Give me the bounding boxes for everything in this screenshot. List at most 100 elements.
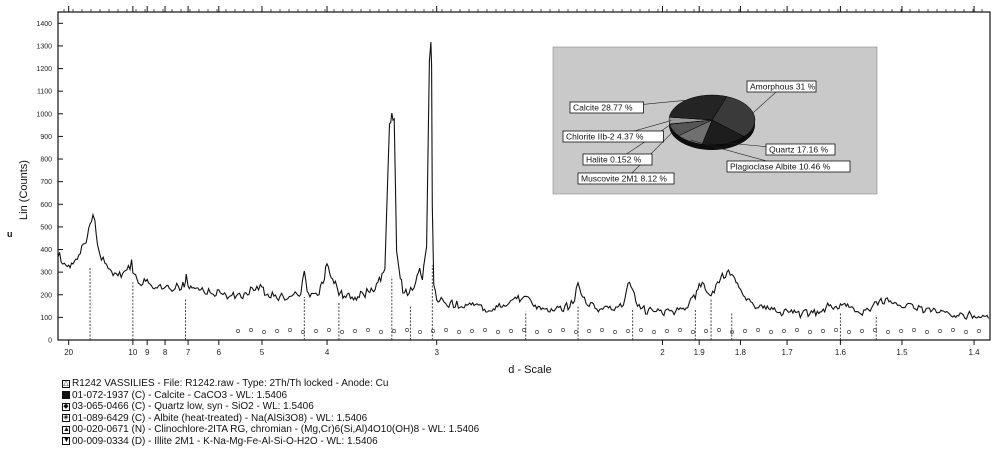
baseline-symbol <box>925 330 929 334</box>
legend-text: 03-065-0466 (C) - Quartz low, syn - SiO2… <box>72 401 314 412</box>
diamond-dot-icon: ◈ <box>62 414 70 423</box>
pie-label-box <box>569 101 644 114</box>
x-tick-label: 1.4 <box>968 348 980 357</box>
x-tick-label: 5 <box>260 348 265 357</box>
baseline-symbol <box>717 328 721 332</box>
baseline-symbol <box>379 330 383 334</box>
x-tick-label: 8 <box>163 348 168 357</box>
x-tick-label: 10 <box>128 348 137 357</box>
legend-text: 00-020-0671 (N) - Clinochlore-2ITA RG, c… <box>72 424 480 435</box>
y-tick-label: 400 <box>40 247 52 254</box>
baseline-symbol <box>938 329 942 333</box>
baseline-symbol <box>522 328 526 332</box>
baseline-symbol <box>769 330 773 334</box>
baseline-symbol <box>405 328 409 332</box>
baseline-symbol <box>652 330 656 334</box>
y-tick-label: 0 <box>48 338 52 345</box>
side-mark: u <box>7 229 13 239</box>
pie-label-box <box>562 130 664 143</box>
x-tick-label: 1.6 <box>835 348 847 357</box>
baseline-symbol <box>340 330 344 334</box>
square-filled-icon <box>62 391 70 400</box>
y-tick-label: 1000 <box>36 111 52 118</box>
baseline-symbol <box>977 329 981 333</box>
baseline-symbol <box>470 329 474 333</box>
baseline-symbol <box>561 328 565 332</box>
baseline-symbol <box>834 328 838 332</box>
pie-label: Quartz 17.16 % <box>769 145 829 155</box>
y-tick-label: 1100 <box>37 89 52 96</box>
baseline-symbol <box>808 330 812 334</box>
legend-row: 01-072-1937 (C) - Calcite - CaCO3 - WL: … <box>62 390 762 402</box>
baseline-symbol <box>249 328 253 332</box>
baseline-symbol <box>236 329 240 333</box>
baseline-symbol <box>548 329 552 333</box>
x-tick-label: 6 <box>217 348 222 357</box>
x-tick-label: 1.9 <box>694 348 706 357</box>
y-tick-label: 600 <box>40 202 52 209</box>
x-tick-label: 1.7 <box>782 348 794 357</box>
legend-text: 00-009-0334 (D) - Illite 2M1 - K-Na-Mg-F… <box>72 435 378 447</box>
pie-label-box <box>746 80 817 93</box>
y-tick-label: 900 <box>40 134 52 141</box>
baseline-symbol <box>574 330 578 334</box>
baseline-symbol <box>730 330 734 334</box>
pie-label-box <box>726 160 851 173</box>
baseline-symbol <box>535 330 539 334</box>
diamond-icon: ◆ <box>62 402 70 411</box>
pie-label: Calcite 28.77 % <box>573 103 633 113</box>
baseline-symbol <box>795 328 799 332</box>
baseline-symbol <box>301 330 305 334</box>
triangle-outline-icon: △ <box>62 379 70 388</box>
baseline-symbol <box>704 329 708 333</box>
legend: △ R1242 VASSILIES - File: R1242.raw - Typ… <box>62 378 762 447</box>
baseline-symbol <box>821 329 825 333</box>
x-tick-label: 7 <box>186 348 191 357</box>
baseline-symbol <box>600 328 604 332</box>
xrd-chart: 0 100 200 300 400 500 600 700 800 900 1000 1100 1200… <box>18 6 991 376</box>
baseline-symbol <box>626 329 630 333</box>
pie-slice <box>668 94 728 121</box>
y-tick-label: 100 <box>40 315 52 322</box>
baseline-symbol <box>665 329 669 333</box>
baseline-symbol <box>860 329 864 333</box>
baseline-symbol <box>613 330 617 334</box>
y-tick-label: 700 <box>40 179 52 186</box>
baseline-symbol <box>275 329 279 333</box>
baseline-symbol <box>951 328 955 332</box>
baseline-symbol <box>288 328 292 332</box>
top-axis <box>63 6 983 12</box>
pie-slice <box>701 119 745 146</box>
y-tick-label: 1200 <box>36 66 52 73</box>
baseline-symbol <box>743 329 747 333</box>
y-axis: 0 100 200 300 400 500 600 700 800 900 1000 1100 1200… <box>36 21 63 345</box>
legend-text: 01-072-1937 (C) - Calcite - CaCO3 - WL: … <box>72 389 288 401</box>
legend-text: R1242 VASSILIES - File: R1242.raw - Type… <box>72 378 389 389</box>
y-tick-label: 200 <box>40 292 52 299</box>
baseline-symbol <box>964 330 968 334</box>
x-axis-title: d - Scale <box>508 364 551 376</box>
pie-label-box <box>577 172 675 185</box>
baseline-symbol <box>457 330 461 334</box>
y-tick-label: 500 <box>40 224 52 231</box>
baseline-symbol <box>418 330 422 334</box>
x-tick-label: 9 <box>145 348 150 357</box>
pie-inset: Amorphous 31 % Quartz 17.16 % Plagioclase … <box>552 46 878 195</box>
baseline-symbol <box>639 328 643 332</box>
pie-label: Muscovite 2M1 8.12 % <box>581 174 667 184</box>
x-axis: 20 10 9 8 7 6 5 4 3 2 1.9 1.8 1.7 1.6 1.5 1.4 <box>64 340 980 357</box>
legend-row: ◆ 03-065-0466 (C) - Quartz low, syn - SiO… <box>62 401 762 413</box>
pie-label-box <box>765 143 836 156</box>
triangle-up-icon: ▲ <box>62 425 70 434</box>
baseline-symbol <box>314 329 318 333</box>
baseline-symbol <box>912 328 916 332</box>
baseline-symbol <box>886 330 890 334</box>
baseline-symbol <box>444 328 448 332</box>
pie-label: Plagioclase Albite 10.46 % <box>730 162 831 172</box>
baseline-symbol <box>782 329 786 333</box>
diffraction-series <box>57 42 990 320</box>
pie-label: Chlorite IIb-2 4.37 % <box>566 132 644 142</box>
legend-row: ◈ 01-089-6429 (C) - Albite (heat-treated)… <box>62 413 762 425</box>
baseline-symbol <box>366 328 370 332</box>
baseline-symbol <box>496 330 500 334</box>
